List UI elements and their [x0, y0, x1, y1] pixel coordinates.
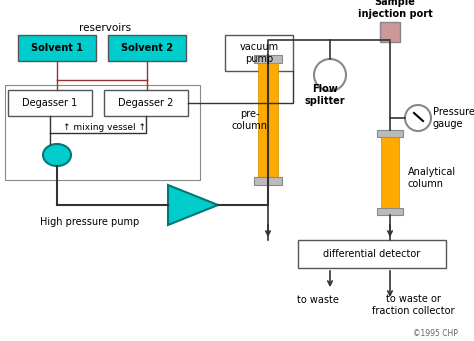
Bar	[377, 130, 403, 137]
Bar	[254, 177, 282, 185]
Bar	[108, 35, 186, 61]
Text: Solvent 2: Solvent 2	[121, 43, 173, 53]
Text: Degasser 1: Degasser 1	[22, 98, 78, 108]
Text: Flow
splitter: Flow splitter	[305, 84, 346, 106]
Text: Degasser 2: Degasser 2	[118, 98, 173, 108]
Text: Analytical
column: Analytical column	[408, 167, 456, 189]
Text: Sample
injection port: Sample injection port	[357, 0, 432, 19]
Bar	[298, 240, 446, 268]
Circle shape	[314, 59, 346, 91]
Text: to waste: to waste	[297, 295, 339, 305]
Text: Pressure
gauge: Pressure gauge	[433, 107, 474, 129]
Bar	[254, 55, 282, 63]
Ellipse shape	[43, 144, 71, 166]
Text: differential detector: differential detector	[323, 249, 420, 259]
Bar	[258, 63, 278, 177]
Polygon shape	[168, 185, 218, 225]
Bar	[381, 137, 399, 208]
Bar	[5, 85, 200, 180]
Text: pre-
column: pre- column	[232, 109, 268, 131]
Text: vacuum
pump: vacuum pump	[239, 42, 279, 64]
Bar	[8, 90, 92, 116]
Bar	[377, 208, 403, 215]
Text: ↑ mixing vessel ↑: ↑ mixing vessel ↑	[64, 123, 146, 133]
Bar	[225, 35, 293, 71]
Bar	[104, 90, 188, 116]
Bar	[18, 35, 96, 61]
Circle shape	[405, 105, 431, 131]
Text: Solvent 1: Solvent 1	[31, 43, 83, 53]
Text: reservoirs: reservoirs	[79, 23, 131, 33]
Text: ©1995 CHP: ©1995 CHP	[413, 328, 458, 338]
Bar	[380, 22, 400, 42]
Text: High pressure pump: High pressure pump	[40, 217, 140, 227]
Text: to waste or
fraction collector: to waste or fraction collector	[372, 294, 454, 316]
